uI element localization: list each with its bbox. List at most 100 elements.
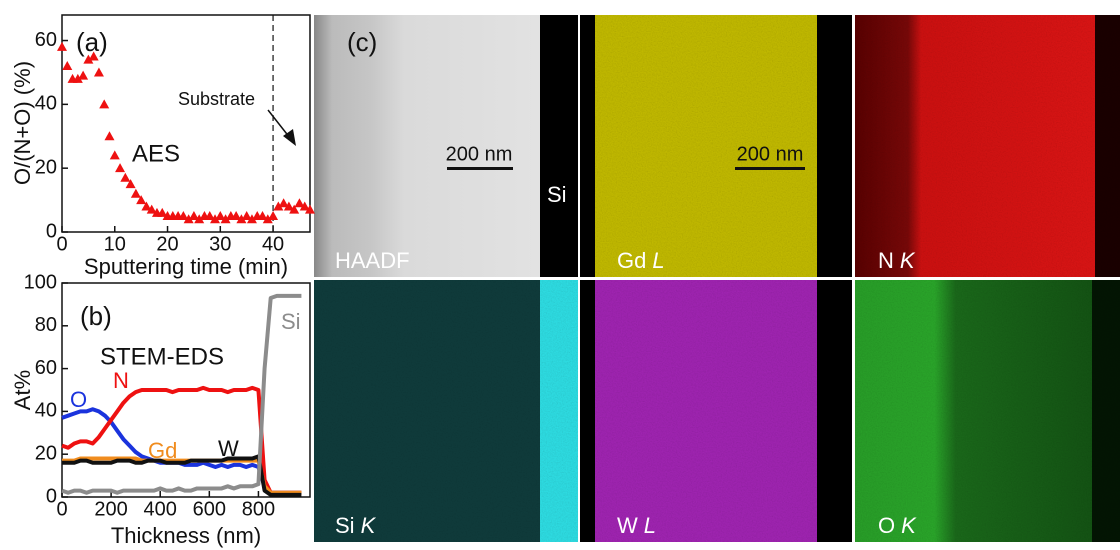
scale-bar (735, 167, 805, 170)
point (305, 204, 315, 214)
y-tick-label: 60 (35, 29, 57, 51)
point (178, 211, 189, 221)
plot-frame (61, 282, 311, 498)
point (299, 201, 310, 211)
point (204, 211, 215, 221)
x-tick-label: 0 (56, 498, 67, 520)
y-tick-label: 20 (35, 156, 57, 178)
x-tick-label: 600 (193, 498, 226, 520)
point (146, 204, 157, 214)
point (130, 188, 141, 198)
y-tick-label: 60 (35, 357, 57, 379)
point (194, 214, 205, 224)
scale-bar (447, 167, 513, 170)
noise-overlay (314, 15, 1120, 542)
point (99, 99, 110, 109)
point (294, 198, 305, 208)
point (115, 163, 126, 173)
point (62, 61, 73, 71)
divider (314, 277, 1120, 280)
substrate-label: Si (547, 182, 567, 207)
point (157, 207, 168, 217)
point (246, 214, 257, 224)
series-line (61, 385, 302, 495)
x-tick-label: 400 (144, 498, 177, 520)
point (262, 214, 273, 224)
element: Gd (617, 248, 646, 273)
x-tick-label: 800 (242, 498, 275, 520)
x-tick-label: 10 (104, 233, 126, 255)
line: K (361, 513, 377, 538)
point (241, 211, 252, 221)
point (136, 195, 147, 205)
point (188, 211, 199, 221)
point (57, 41, 67, 51)
point (104, 131, 115, 141)
point (120, 172, 131, 182)
point (109, 150, 120, 160)
point (93, 67, 104, 77)
y-tick-label: 40 (35, 93, 57, 115)
x-tick-label: 0 (56, 233, 67, 255)
y-tick-label: 0 (46, 220, 57, 242)
arrow-label: Substrate (178, 89, 255, 109)
line: L (644, 513, 656, 538)
point (220, 214, 231, 224)
point (88, 51, 99, 61)
element: Si (335, 513, 355, 538)
point (183, 214, 194, 224)
haadf-image (314, 15, 540, 277)
map-label: Si K (335, 513, 377, 538)
arrow (267, 109, 291, 139)
x-tick-label: 40 (262, 233, 284, 255)
si-strip (540, 15, 578, 277)
point (210, 214, 221, 224)
series-label: Si (281, 309, 301, 334)
point (125, 179, 136, 189)
point (257, 211, 268, 221)
x-tick-label: 200 (94, 498, 127, 520)
scale-bar-label: 200 nm (737, 143, 804, 165)
x-axis-label: Sputtering time (min) (84, 254, 288, 279)
map-label: HAADF (335, 248, 410, 273)
y-tick-label: 40 (35, 400, 57, 422)
y-tick-label: 100 (24, 271, 57, 293)
x-tick-label: 20 (156, 233, 178, 255)
series-label: N (113, 368, 129, 393)
point (231, 211, 242, 221)
element: W (617, 513, 638, 538)
point (289, 204, 300, 214)
point (83, 54, 94, 64)
series-label: O (70, 387, 87, 412)
line: K (901, 513, 917, 538)
y-axis-label: At% (10, 370, 35, 410)
plot-frame (61, 14, 311, 233)
arrowhead (283, 129, 296, 146)
line: L (652, 248, 664, 273)
point (72, 73, 83, 83)
y-tick-label: 80 (35, 314, 57, 336)
element: N (878, 248, 894, 273)
panel-label: (a) (76, 27, 108, 57)
chart: 0 200 400 600 800 0 20 40 60 80 100 Thickness (nm) A… (10, 271, 311, 548)
point (268, 211, 279, 221)
x-tick-label: 30 (209, 233, 231, 255)
panel-label: (b) (80, 301, 112, 331)
point (236, 214, 247, 224)
y-tick-label: 20 (35, 442, 57, 464)
series-line (62, 454, 302, 497)
x-axis-label: Thickness (nm) (111, 523, 261, 548)
point (78, 70, 89, 80)
point (141, 201, 152, 211)
annotation: AES (132, 140, 180, 167)
series-label: W (218, 436, 239, 461)
y-tick-label: 0 (46, 485, 57, 507)
y-axis-label: O/(N+O) (%) (10, 61, 35, 185)
line: K (900, 248, 916, 273)
panel-label: (c) (347, 27, 377, 57)
element: O (878, 513, 895, 538)
